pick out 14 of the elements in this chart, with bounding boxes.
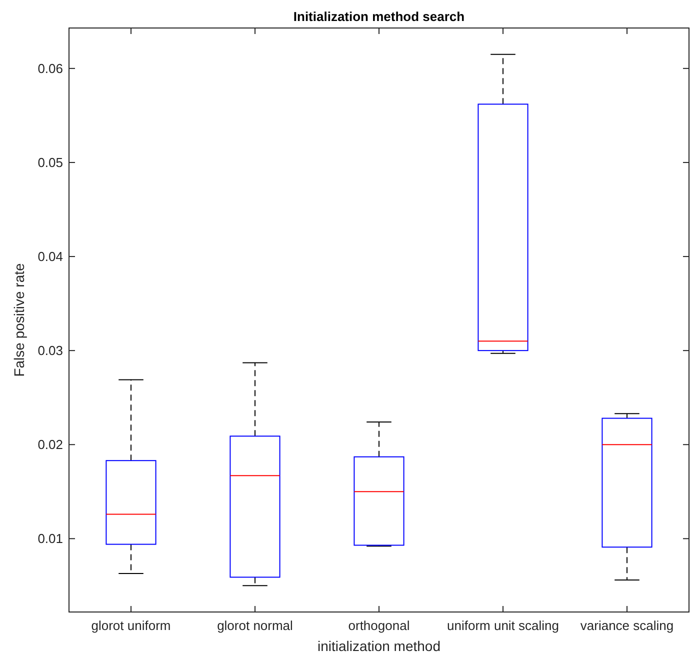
x-tick-label: orthogonal [348, 618, 410, 633]
y-tick-label: 0.03 [38, 343, 63, 358]
x-tick-label: uniform unit scaling [447, 618, 559, 633]
y-tick-label: 0.06 [38, 60, 63, 76]
x-axis-title: initialization method [318, 638, 440, 654]
x-tick-label: glorot uniform [91, 618, 171, 633]
x-tick-label: glorot normal [217, 618, 294, 633]
x-tick-label: variance scaling [580, 618, 674, 633]
y-tick-label: 0.05 [38, 155, 63, 170]
y-tick-label: 0.02 [38, 437, 63, 452]
chart-title: Initialization method search [293, 9, 465, 24]
y-tick-label: 0.01 [38, 531, 63, 546]
y-tick-label: 0.04 [38, 249, 63, 264]
y-axis-title: False positive rate [11, 262, 27, 377]
